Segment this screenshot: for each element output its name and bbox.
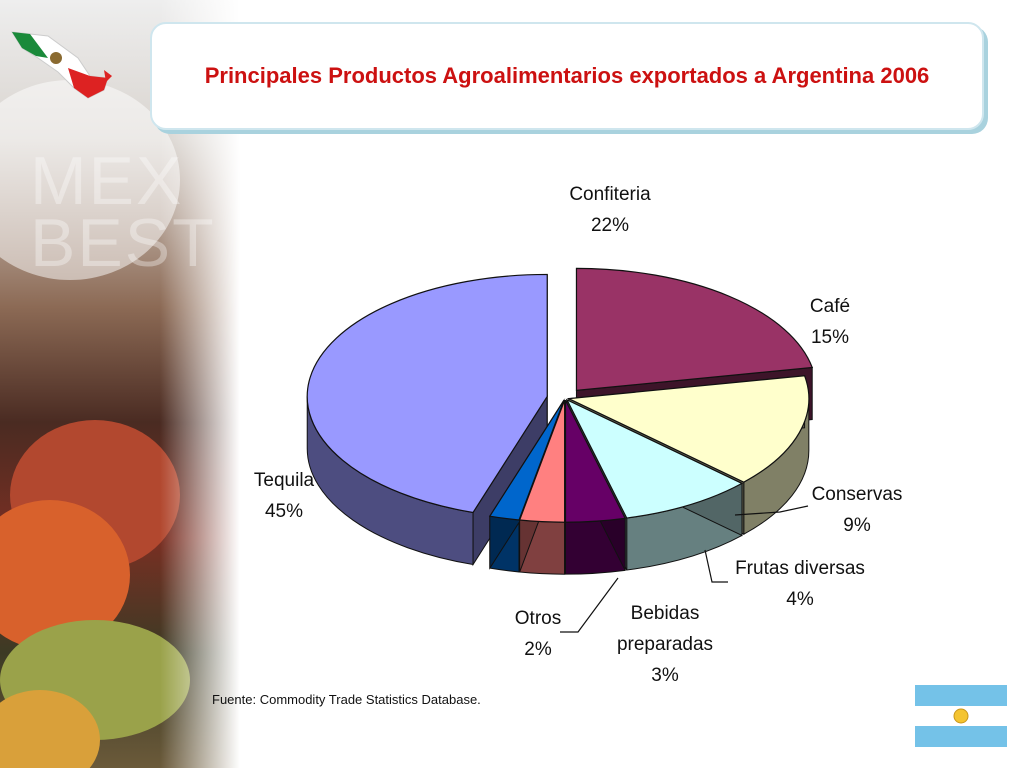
pie-slice-frutas-diversas [564,399,627,523]
pie-label-line: Bebidas [631,603,700,624]
pie-label-frutas-diversas: Frutas diversas 4% [735,558,865,610]
pie-label-line: Tequila [254,470,315,491]
pie-label-conservas: Conservas 9% [812,484,903,536]
pie-leader-conservas [734,505,809,516]
pie-leader-otros [560,577,619,633]
pie-tops [306,267,814,523]
pie-label-line: 45% [265,501,303,522]
pie-label-tequila: Tequila 45% [254,470,315,522]
pie-label-line: Conservas [812,484,903,505]
pie-slice-conservas [565,398,744,519]
pie-label-confiteria: Confiteria 22% [569,184,651,236]
pie-label-line: Otros [515,608,561,629]
pie-leader-lines [560,505,809,633]
pie-slice-bebidas-preparadas [518,399,566,523]
pie-slice-tequila [306,273,548,514]
pie-label-line: 15% [811,327,849,348]
pie-label-otros: Otros 2% [515,608,561,660]
pie-label-bebidas-preparadas: Bebidas preparadas 3% [617,603,713,686]
pie-leader-frutas-diversas [704,549,728,583]
pie-slice-café [566,375,810,483]
pie-slice-confiteria [575,267,814,392]
source-note: Fuente: Commodity Trade Statistics Datab… [212,692,481,707]
pie-label-line: 3% [651,665,679,686]
pie-label-line: 9% [843,515,871,536]
pie-label-café: Café 15% [810,296,850,348]
pie-label-line: Frutas diversas [735,558,865,579]
pie-slice-otros [488,399,565,521]
argentina-flag-icon [915,685,1007,747]
pie-label-line: 4% [786,589,814,610]
mexico-map-flag-icon [11,31,112,99]
pie-labels: Confiteria 22% Café 15% Conservas 9% Frutas di… [254,184,903,686]
logo-line: MEX [30,143,184,219]
pie-label-line: preparadas [617,634,713,655]
pie-label-line: Confiteria [569,184,651,205]
title-box: Principales Productos Agroalimentarios e… [150,22,984,130]
pie-label-line: 2% [524,639,552,660]
pie-label-line: 22% [591,215,629,236]
page-title: Principales Productos Agroalimentarios e… [204,63,930,88]
pie-label-line: Café [810,296,850,317]
